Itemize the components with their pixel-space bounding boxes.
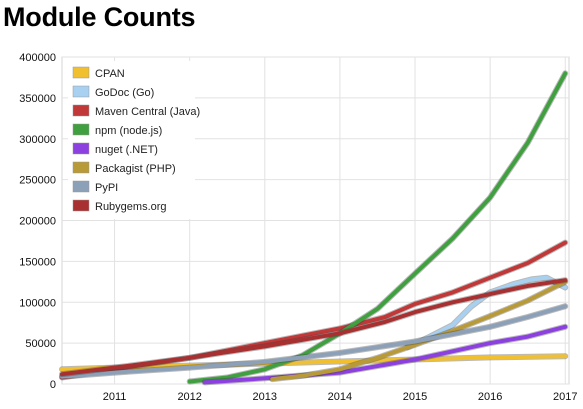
x-tick-label: 2015: [403, 391, 427, 403]
series-line-6: [60, 304, 568, 379]
legend-label: nuget (.NET): [95, 144, 158, 156]
x-tick-label: 2011: [103, 391, 127, 403]
legend-swatch: [72, 66, 90, 79]
y-tick-label: 150000: [19, 256, 56, 268]
y-tick-label: 250000: [19, 175, 56, 187]
legend-swatch: [72, 104, 90, 117]
legend-label: GoDoc (Go): [95, 87, 154, 99]
y-tick-label: 50000: [25, 338, 56, 350]
tick-layer: 0 50000 100000 150000 200000 250000 300000 3500…: [19, 52, 577, 403]
legend-swatch: [72, 123, 90, 136]
x-tick-label: 2014: [328, 391, 352, 403]
legend: CPAN GoDoc (Go) Maven Central (Java) npm (n…: [68, 61, 200, 219]
legend-swatch: [72, 142, 90, 155]
series-line-5: [270, 279, 568, 382]
chart-title: Module Counts: [3, 2, 196, 32]
x-tick-label: 2013: [253, 391, 277, 403]
legend-label: Rubygems.org: [95, 201, 167, 213]
y-tick-label: 400000: [19, 52, 56, 64]
legend-label: npm (node.js): [95, 125, 162, 137]
series-layer: [59, 70, 569, 386]
x-tick-label: 2012: [177, 391, 201, 403]
x-tick-label: 2017: [553, 391, 577, 403]
legend-swatch: [72, 85, 90, 98]
y-tick-label: 300000: [19, 134, 56, 146]
x-tick-label: 2016: [478, 391, 502, 403]
legend-swatch: [72, 161, 90, 174]
legend-label: PyPI: [95, 182, 118, 194]
legend-swatch: [72, 180, 90, 193]
series-line-3: [187, 71, 568, 384]
legend-swatch: [72, 199, 90, 212]
legend-label: Packagist (PHP): [95, 163, 176, 175]
legend-label: Maven Central (Java): [95, 106, 200, 118]
series-line-7: [60, 278, 568, 377]
y-tick-label: 200000: [19, 216, 56, 228]
y-tick-label: 0: [50, 379, 56, 391]
y-tick-label: 100000: [19, 297, 56, 309]
legend-box: [68, 61, 195, 219]
y-tick-label: 350000: [19, 93, 56, 105]
legend-label: CPAN: [95, 68, 125, 80]
